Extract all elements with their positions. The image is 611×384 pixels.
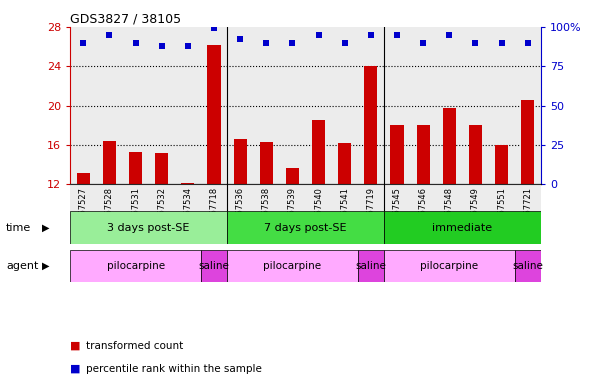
Bar (488, 27, 514, 184)
Bar (123, 27, 148, 184)
Bar (227, 184, 253, 242)
Bar (364, 66, 378, 184)
Bar (436, 27, 463, 184)
Bar (227, 211, 384, 244)
Bar (514, 27, 541, 184)
Text: saline: saline (199, 261, 230, 271)
Bar (253, 184, 279, 242)
Text: saline: saline (356, 261, 386, 271)
Bar (227, 250, 358, 282)
Bar (306, 27, 332, 184)
Text: GSM367534: GSM367534 (183, 187, 192, 238)
Bar (312, 120, 325, 184)
Text: percentile rank within the sample: percentile rank within the sample (86, 364, 262, 374)
Bar (148, 27, 175, 184)
Bar (384, 250, 514, 282)
Text: GSM367536: GSM367536 (236, 187, 244, 238)
Text: GSM367531: GSM367531 (131, 187, 140, 238)
Bar (338, 143, 351, 184)
Text: GSM367546: GSM367546 (419, 187, 428, 238)
Bar (463, 27, 488, 184)
Text: transformed count: transformed count (86, 341, 183, 351)
Bar (103, 141, 116, 184)
Bar (332, 27, 358, 184)
Bar (521, 100, 534, 184)
Bar (148, 184, 175, 242)
Text: 7 days post-SE: 7 days post-SE (264, 222, 347, 233)
Bar (358, 184, 384, 242)
Bar (97, 184, 123, 242)
Text: ■: ■ (70, 341, 81, 351)
Text: pilocarpine: pilocarpine (420, 261, 478, 271)
Bar (358, 250, 384, 282)
Text: GSM367539: GSM367539 (288, 187, 297, 238)
Bar (233, 139, 247, 184)
Bar (417, 125, 430, 184)
Text: GSM367549: GSM367549 (471, 187, 480, 238)
Bar (495, 145, 508, 184)
Bar (129, 152, 142, 184)
Bar (332, 184, 358, 242)
Bar (410, 27, 436, 184)
Text: ■: ■ (70, 364, 81, 374)
Bar (97, 27, 123, 184)
Text: immediate: immediate (432, 222, 492, 233)
Bar (488, 184, 514, 242)
Bar (463, 184, 488, 242)
Text: saline: saline (512, 261, 543, 271)
Text: GSM367718: GSM367718 (210, 187, 219, 238)
Text: ▶: ▶ (42, 261, 49, 271)
Bar (175, 184, 201, 242)
Text: GSM367545: GSM367545 (392, 187, 401, 238)
Bar (155, 153, 168, 184)
Bar (443, 108, 456, 184)
Bar (384, 211, 541, 244)
Text: GSM367551: GSM367551 (497, 187, 506, 238)
Bar (70, 211, 227, 244)
Bar (201, 184, 227, 242)
Bar (279, 27, 306, 184)
Text: GSM367541: GSM367541 (340, 187, 349, 238)
Bar (384, 27, 410, 184)
Bar (201, 27, 227, 184)
Text: time: time (6, 222, 31, 233)
Bar (514, 184, 541, 242)
Bar (208, 45, 221, 184)
Bar (201, 250, 227, 282)
Text: ▶: ▶ (42, 222, 49, 233)
Bar (514, 250, 541, 282)
Bar (286, 167, 299, 184)
Bar (77, 172, 90, 184)
Text: 3 days post-SE: 3 days post-SE (108, 222, 190, 233)
Text: GSM367532: GSM367532 (157, 187, 166, 238)
Bar (70, 27, 97, 184)
Bar (469, 125, 482, 184)
Bar (260, 142, 273, 184)
Bar (358, 27, 384, 184)
Bar (306, 184, 332, 242)
Bar (410, 184, 436, 242)
Bar (70, 184, 97, 242)
Bar (123, 184, 148, 242)
Text: GSM367548: GSM367548 (445, 187, 454, 238)
Bar (181, 183, 194, 184)
Bar (384, 184, 410, 242)
Text: GSM367721: GSM367721 (523, 187, 532, 238)
Bar (279, 184, 306, 242)
Bar (436, 184, 463, 242)
Bar (390, 125, 403, 184)
Text: GSM367538: GSM367538 (262, 187, 271, 238)
Text: GSM367540: GSM367540 (314, 187, 323, 238)
Text: GSM367528: GSM367528 (105, 187, 114, 238)
Text: GSM367527: GSM367527 (79, 187, 88, 238)
Text: pilocarpine: pilocarpine (106, 261, 165, 271)
Text: pilocarpine: pilocarpine (263, 261, 321, 271)
Text: agent: agent (6, 261, 38, 271)
Text: GSM367719: GSM367719 (367, 187, 375, 238)
Bar (227, 27, 253, 184)
Bar (70, 250, 201, 282)
Text: GDS3827 / 38105: GDS3827 / 38105 (70, 13, 181, 26)
Bar (175, 27, 201, 184)
Bar (253, 27, 279, 184)
